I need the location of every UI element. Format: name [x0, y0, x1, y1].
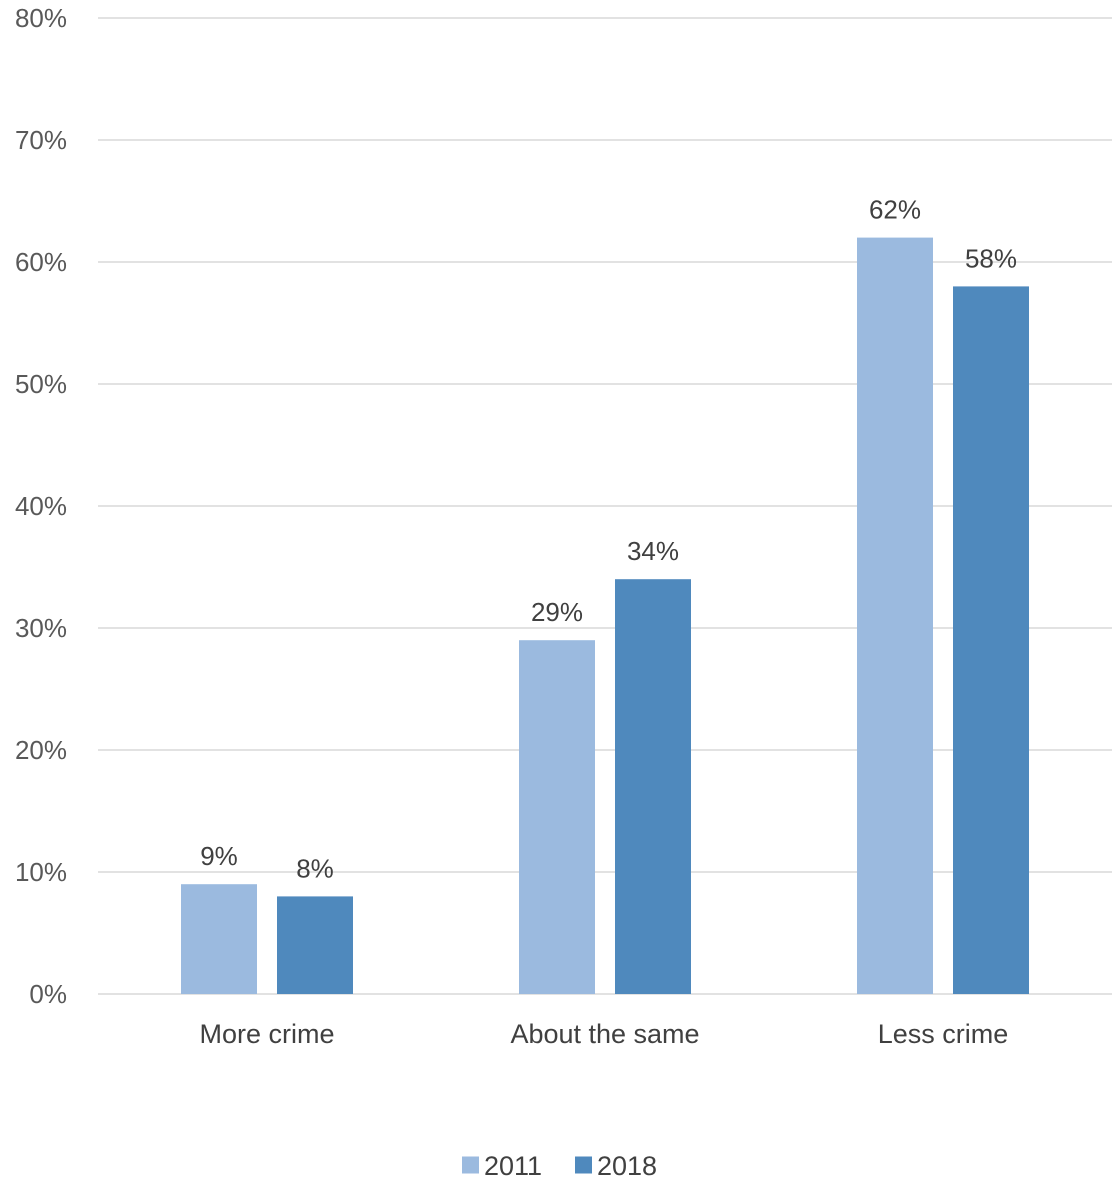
bar-2018 [953, 286, 1029, 994]
y-axis-tick-labels: 0% 10% 20% 30% 40% 50% 60% 70% 80% [15, 3, 67, 1009]
legend-item-2018: 2018 [575, 1151, 657, 1181]
bar-2018 [615, 579, 691, 994]
y-tick-label: 30% [15, 613, 67, 643]
y-tick-label: 50% [15, 369, 67, 399]
y-tick-label: 80% [15, 3, 67, 33]
y-tick-label: 70% [15, 125, 67, 155]
gridlines [98, 17, 1112, 995]
legend-label: 2018 [597, 1151, 657, 1181]
data-label: 29% [531, 597, 583, 627]
legend-swatch [575, 1156, 592, 1174]
legend: 2011 2018 [462, 1151, 657, 1181]
legend-label: 2011 [484, 1151, 542, 1181]
y-tick-label: 20% [15, 735, 67, 765]
data-label: 9% [200, 841, 238, 871]
legend-swatch [462, 1156, 479, 1174]
data-label: 34% [627, 536, 679, 566]
data-labels: 9% 8% 29% 34% 62% 58% [200, 195, 1017, 884]
y-tick-label: 10% [15, 857, 67, 887]
bars [181, 237, 1029, 995]
legend-item-2011: 2011 [462, 1151, 542, 1181]
y-tick-label: 60% [15, 247, 67, 277]
x-axis-category-labels: More crime About the same Less crime [199, 1019, 1008, 1049]
y-tick-label: 0% [29, 979, 67, 1009]
category-label: Less crime [878, 1019, 1009, 1049]
y-tick-label: 40% [15, 491, 67, 521]
data-label: 8% [296, 853, 334, 883]
bar-2011 [519, 640, 595, 994]
category-label: About the same [510, 1019, 699, 1049]
bar-2018 [277, 896, 353, 994]
bar-2011 [181, 884, 257, 994]
category-label: More crime [199, 1019, 334, 1049]
data-label: 58% [965, 243, 1017, 273]
data-label: 62% [869, 195, 921, 225]
bar-2011 [857, 237, 933, 995]
